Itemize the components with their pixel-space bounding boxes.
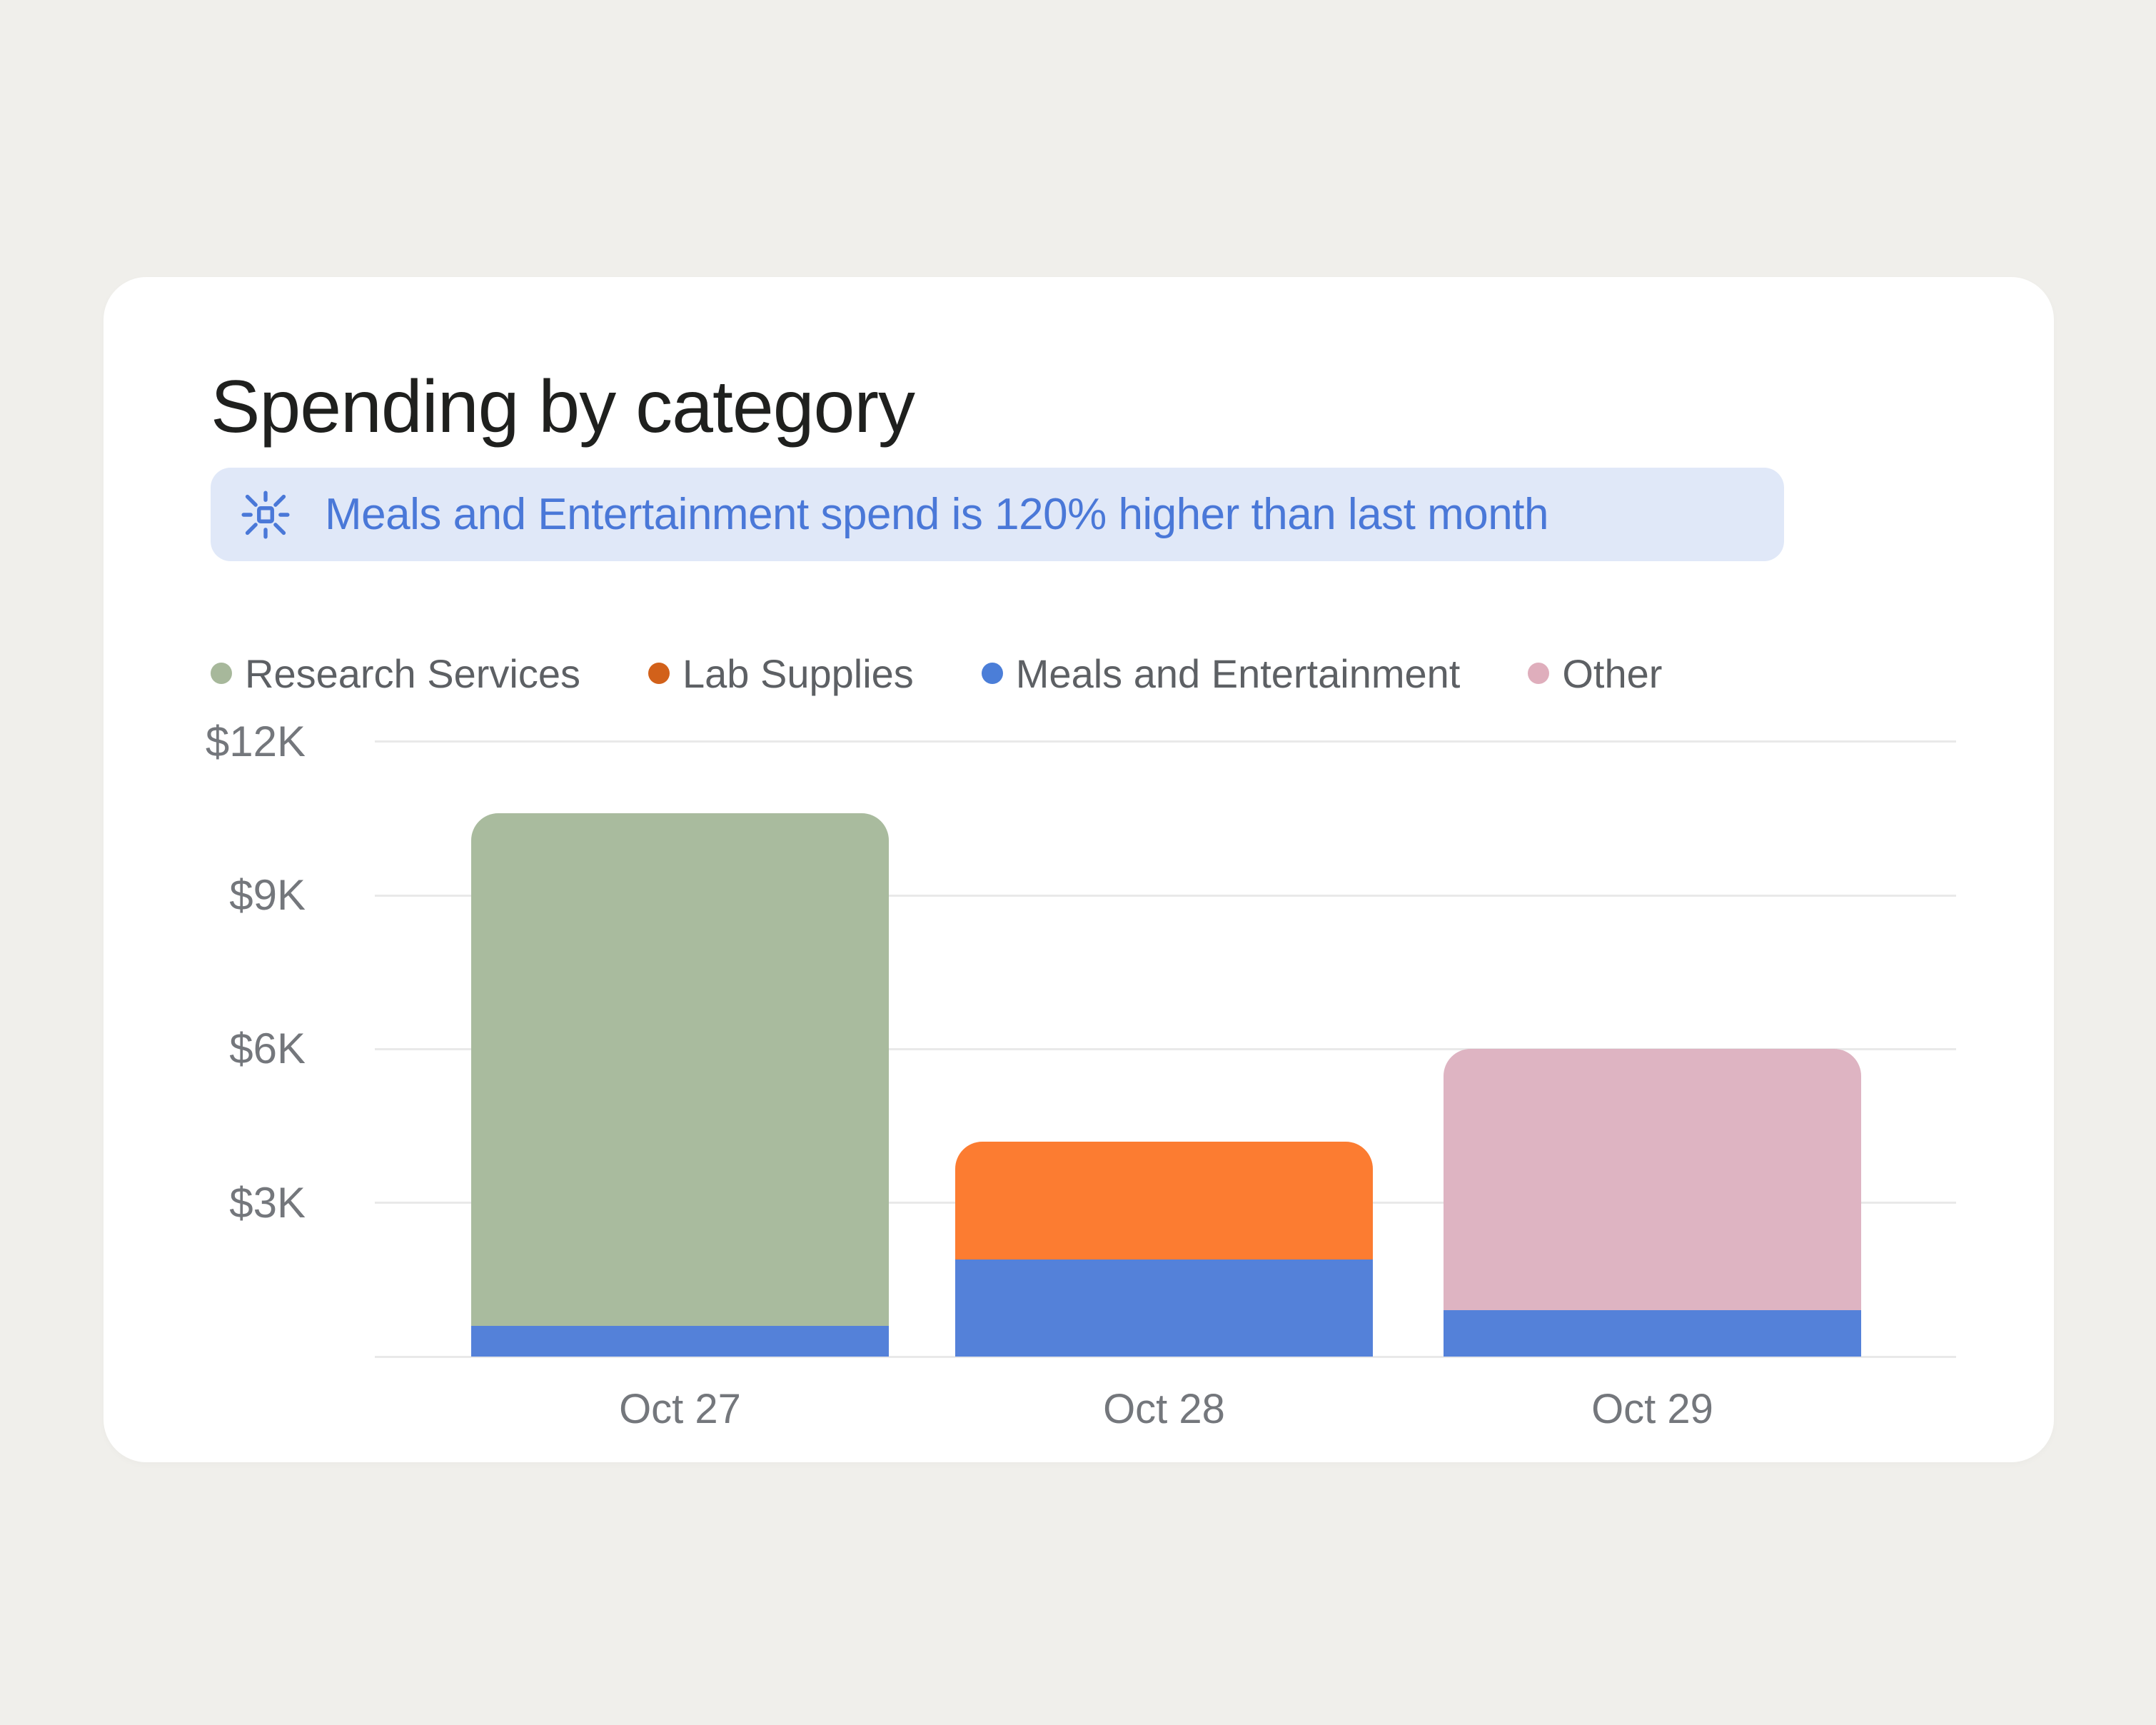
insight-banner[interactable]: Meals and Entertainment spend is 120% hi… (211, 468, 1784, 561)
x-axis-tick-label: Oct 27 (619, 1386, 741, 1432)
bar-segment-oct-28-meals-and-entertainment[interactable] (955, 1259, 1373, 1357)
gridline (375, 740, 1956, 743)
gridline (375, 1047, 1956, 1050)
y-axis-tick-label: $12K (205, 717, 306, 765)
stacked-bar-chart: $12K $9K $6K $3K Oct 27 Oct 28 Oct 29 (104, 277, 2054, 1462)
page-title: Spending by category (211, 366, 915, 448)
gridline (375, 894, 1956, 897)
gridline (375, 1355, 1956, 1358)
legend-dot-icon (981, 663, 1003, 684)
bar-segment-oct-27-meals-and-entertainment[interactable] (471, 1325, 889, 1357)
sparkle-burst-icon (241, 490, 290, 539)
bar-segment-oct-28-lab-supplies[interactable] (955, 1141, 1373, 1259)
legend-item-1[interactable]: Lab Supplies (648, 650, 914, 697)
legend-dot-icon (211, 663, 232, 684)
y-axis-tick-label: $9K (229, 871, 306, 920)
legend-item-2[interactable]: Meals and Entertainment (981, 650, 1461, 697)
legend-item-0[interactable]: Research Services (211, 650, 580, 697)
bar-segment-oct-29-meals-and-entertainment[interactable] (1444, 1310, 1861, 1357)
legend-label: Other (1562, 650, 1663, 696)
legend-label: Meals and Entertainment (1015, 650, 1461, 696)
y-axis-tick-label: $3K (229, 1178, 306, 1227)
legend-dot-icon (648, 663, 670, 684)
spending-card: Spending by category Meals and Entertain… (104, 277, 2054, 1462)
y-axis-tick-label: $6K (229, 1025, 306, 1073)
insight-text: Meals and Entertainment spend is 120% hi… (325, 490, 1548, 539)
x-axis-tick-label: Oct 28 (1103, 1386, 1225, 1432)
legend-dot-icon (1528, 663, 1550, 684)
legend-label: Research Services (245, 650, 580, 696)
legend-label: Lab Supplies (682, 650, 914, 696)
bar-segment-oct-27-research-services[interactable] (471, 813, 889, 1326)
x-axis-tick-label: Oct 29 (1591, 1386, 1713, 1432)
bar-segment-oct-29-other[interactable] (1444, 1049, 1861, 1311)
chart-legend: Research Services Lab Supplies Meals and E… (211, 650, 1662, 697)
legend-item-3[interactable]: Other (1528, 650, 1662, 697)
